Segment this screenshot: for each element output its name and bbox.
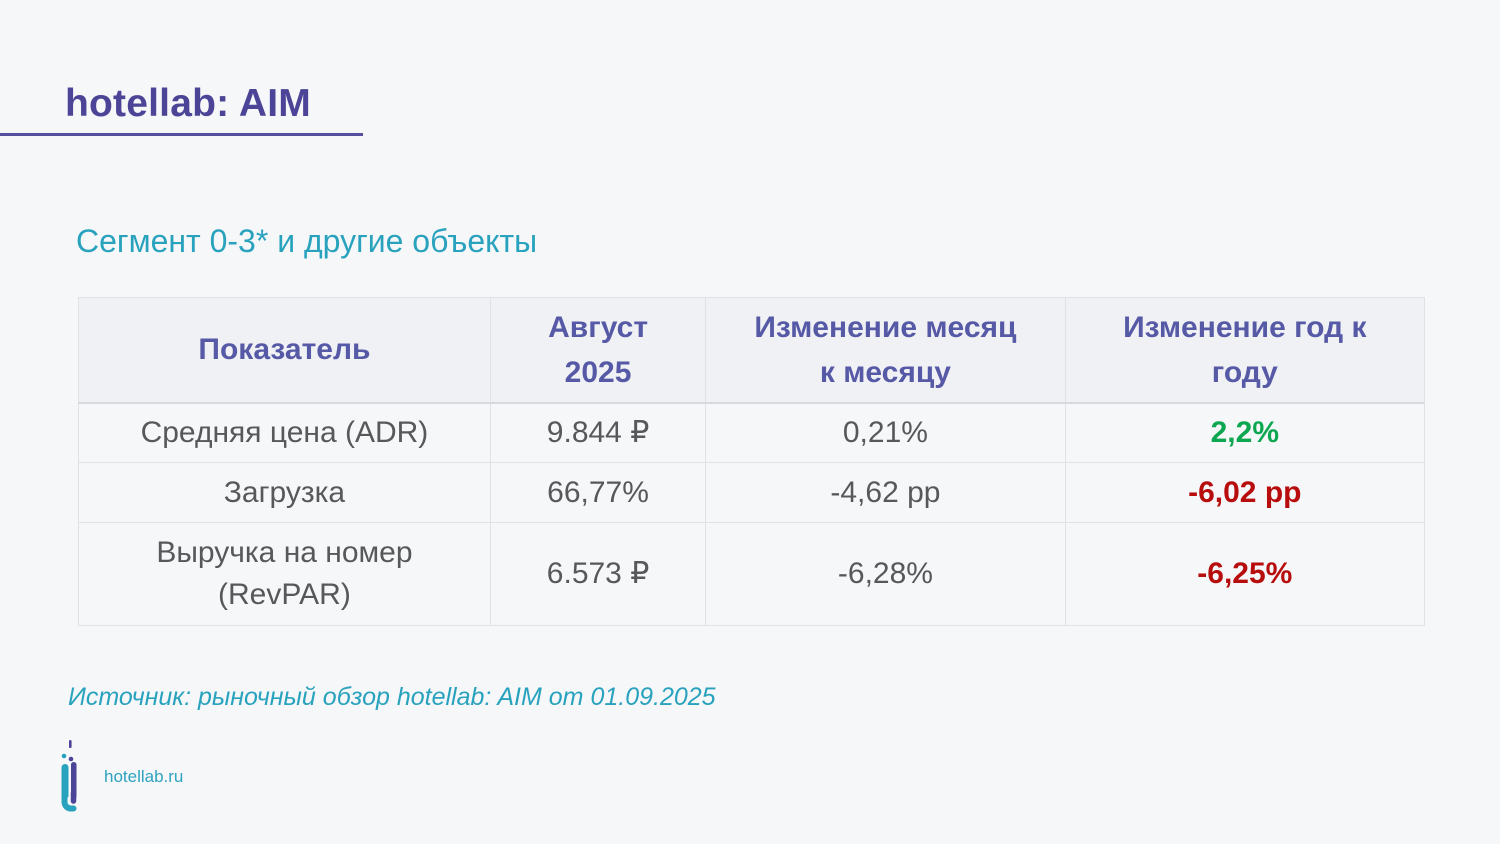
metrics-table: Показатель Август 2025 Изменение месяц к… (78, 297, 1426, 626)
cell-value: 6.573 ₽ (489, 522, 707, 626)
cell-mom-change: 0,21% (705, 402, 1066, 463)
title-underline (0, 133, 363, 136)
table-header-row: Показатель Август 2025 Изменение месяц к… (78, 297, 1426, 404)
page-title: hotellab: AIM (65, 82, 311, 125)
cell-yoy-change: 2,2% (1064, 402, 1426, 463)
cell-yoy-change: -6,02 pp (1064, 462, 1426, 523)
hotellab-logo-icon (61, 740, 77, 812)
column-header-yoy-change: Изменение год к году (1064, 297, 1426, 404)
cell-metric: Средняя цена (ADR) (78, 402, 491, 463)
footer-logo: hotellab.ru (58, 737, 183, 817)
source-note: Источник: рыночный обзор hotellab: AIM о… (68, 683, 716, 711)
table-row-revpar: Выручка на номер (RevPAR) 6.573 ₽ -6,28%… (78, 522, 1426, 626)
cell-value: 66,77% (489, 462, 707, 523)
column-header-month-value: Август 2025 (489, 297, 707, 404)
section-subtitle: Сегмент 0-3* и другие объекты (76, 223, 538, 259)
column-header-metric: Показатель (78, 297, 491, 404)
table-row-occupancy: Загрузка 66,77% -4,62 pp -6,02 pp (78, 462, 1426, 523)
cell-mom-change: -6,28% (705, 522, 1066, 626)
cell-yoy-change: -6,25% (1064, 522, 1426, 626)
cell-metric: Выручка на номер (RevPAR) (78, 522, 491, 626)
cell-value: 9.844 ₽ (489, 402, 707, 463)
cell-mom-change: -4,62 pp (705, 462, 1066, 523)
cell-metric: Загрузка (78, 462, 491, 523)
column-header-mom-change: Изменение месяц к месяцу (705, 297, 1066, 404)
footer-logo-text: hotellab.ru (104, 767, 184, 786)
table-row-adr: Средняя цена (ADR) 9.844 ₽ 0,21% 2,2% (78, 402, 1426, 463)
